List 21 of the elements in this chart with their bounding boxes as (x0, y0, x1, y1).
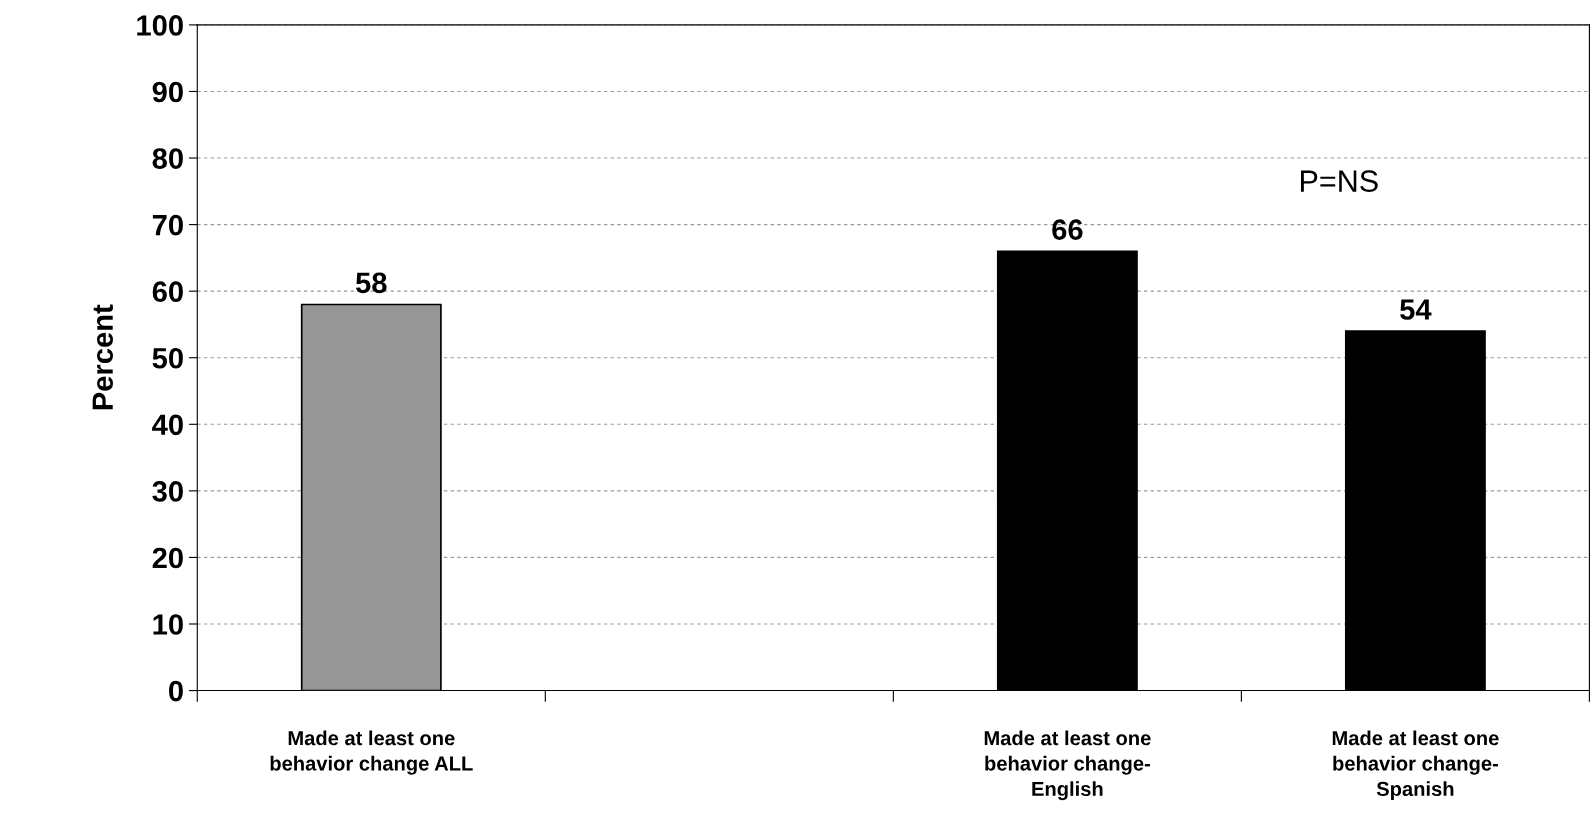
bar (1344, 330, 1486, 691)
y-tick-label: 40 (152, 414, 183, 436)
data-label: 66 (1052, 219, 1083, 240)
y-tick-label: 30 (152, 481, 183, 502)
x-tick-label: Made at least one behavior change-English (984, 730, 1151, 801)
y-tick-label: 100 (137, 15, 183, 36)
y-tick-label: 90 (152, 81, 183, 103)
y-tick-label: 50 (152, 347, 183, 369)
y-tick-label: 80 (152, 148, 183, 169)
data-label: 54 (1400, 299, 1432, 320)
y-tick-label: 70 (152, 214, 183, 236)
y-axis-title: Percent (92, 304, 113, 410)
x-tick-label: Made at least one behavior change-Spanish (1332, 730, 1499, 801)
annotation: P=NS (1300, 170, 1378, 192)
y-tick-label: 0 (169, 680, 183, 702)
y-tick-label: 60 (152, 281, 183, 303)
bar (996, 250, 1138, 691)
y-tick-label: 10 (153, 614, 183, 635)
y-tick-label: 20 (152, 547, 183, 569)
data-label: 58 (355, 272, 387, 294)
x-tick-label: Made at least one behavior change ALL (270, 730, 473, 775)
